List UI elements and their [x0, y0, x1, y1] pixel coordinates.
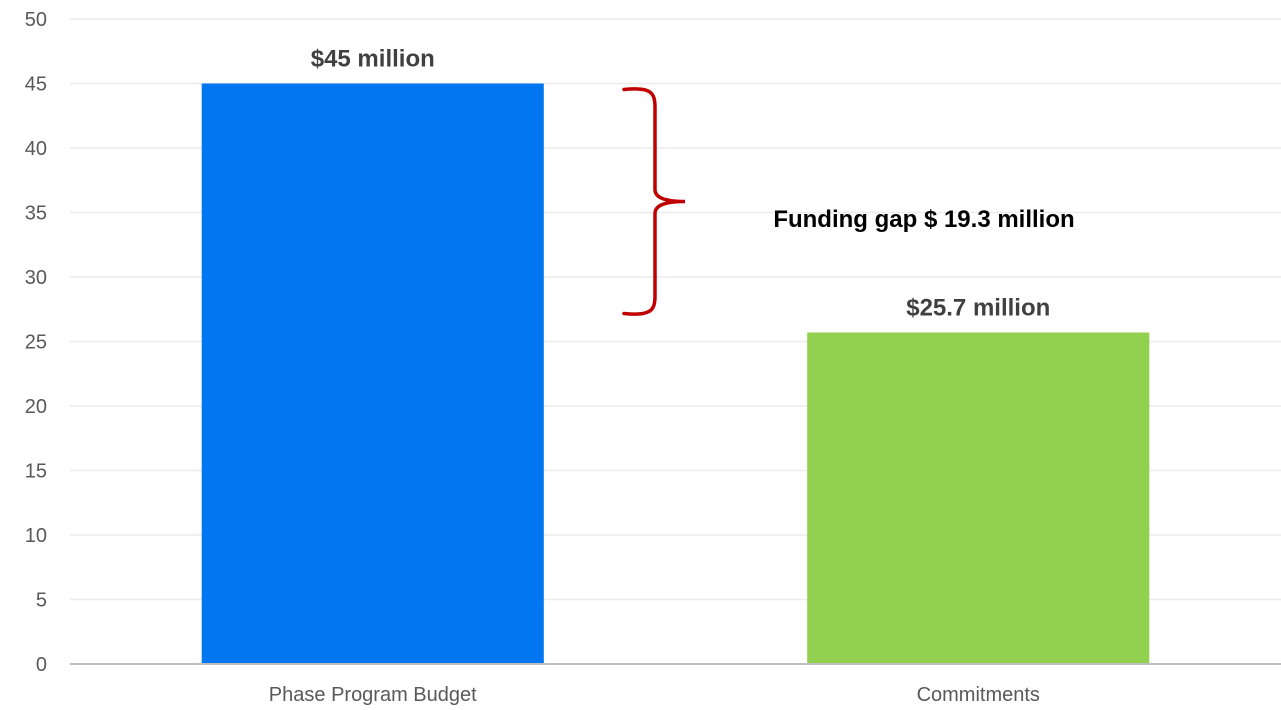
y-tick-label: 35: [25, 203, 47, 225]
y-tick-label: 20: [25, 396, 47, 418]
y-tick-label: 15: [25, 461, 47, 483]
y-tick-label: 25: [25, 332, 47, 354]
data-label: $25.7 million: [906, 294, 1050, 321]
bars: [201, 83, 1150, 664]
funding-gap-label: Funding gap $ 19.3 million: [773, 206, 1074, 233]
data-labels: $45 million $25.7 million: [311, 46, 1051, 322]
y-tick-label: 30: [25, 267, 47, 289]
category-label: Commitments: [917, 684, 1040, 706]
y-tick-label: 10: [25, 525, 47, 547]
bar-1: [201, 83, 544, 664]
category-labels: Phase Program Budget Commitments: [269, 684, 1040, 706]
y-tick-label: 40: [25, 138, 47, 160]
y-axis-ticks: 0 5 10 15 20 25 30 35 40 45 50: [25, 9, 47, 676]
y-tick-label: 45: [25, 74, 47, 96]
y-tick-label: 0: [36, 654, 47, 676]
y-tick-label: 5: [36, 590, 47, 612]
category-label: Phase Program Budget: [269, 684, 477, 706]
y-tick-label: 50: [25, 9, 47, 31]
funding-gap-bracket: [622, 87, 686, 316]
data-label: $45 million: [311, 46, 435, 73]
bar-2: [807, 332, 1150, 664]
